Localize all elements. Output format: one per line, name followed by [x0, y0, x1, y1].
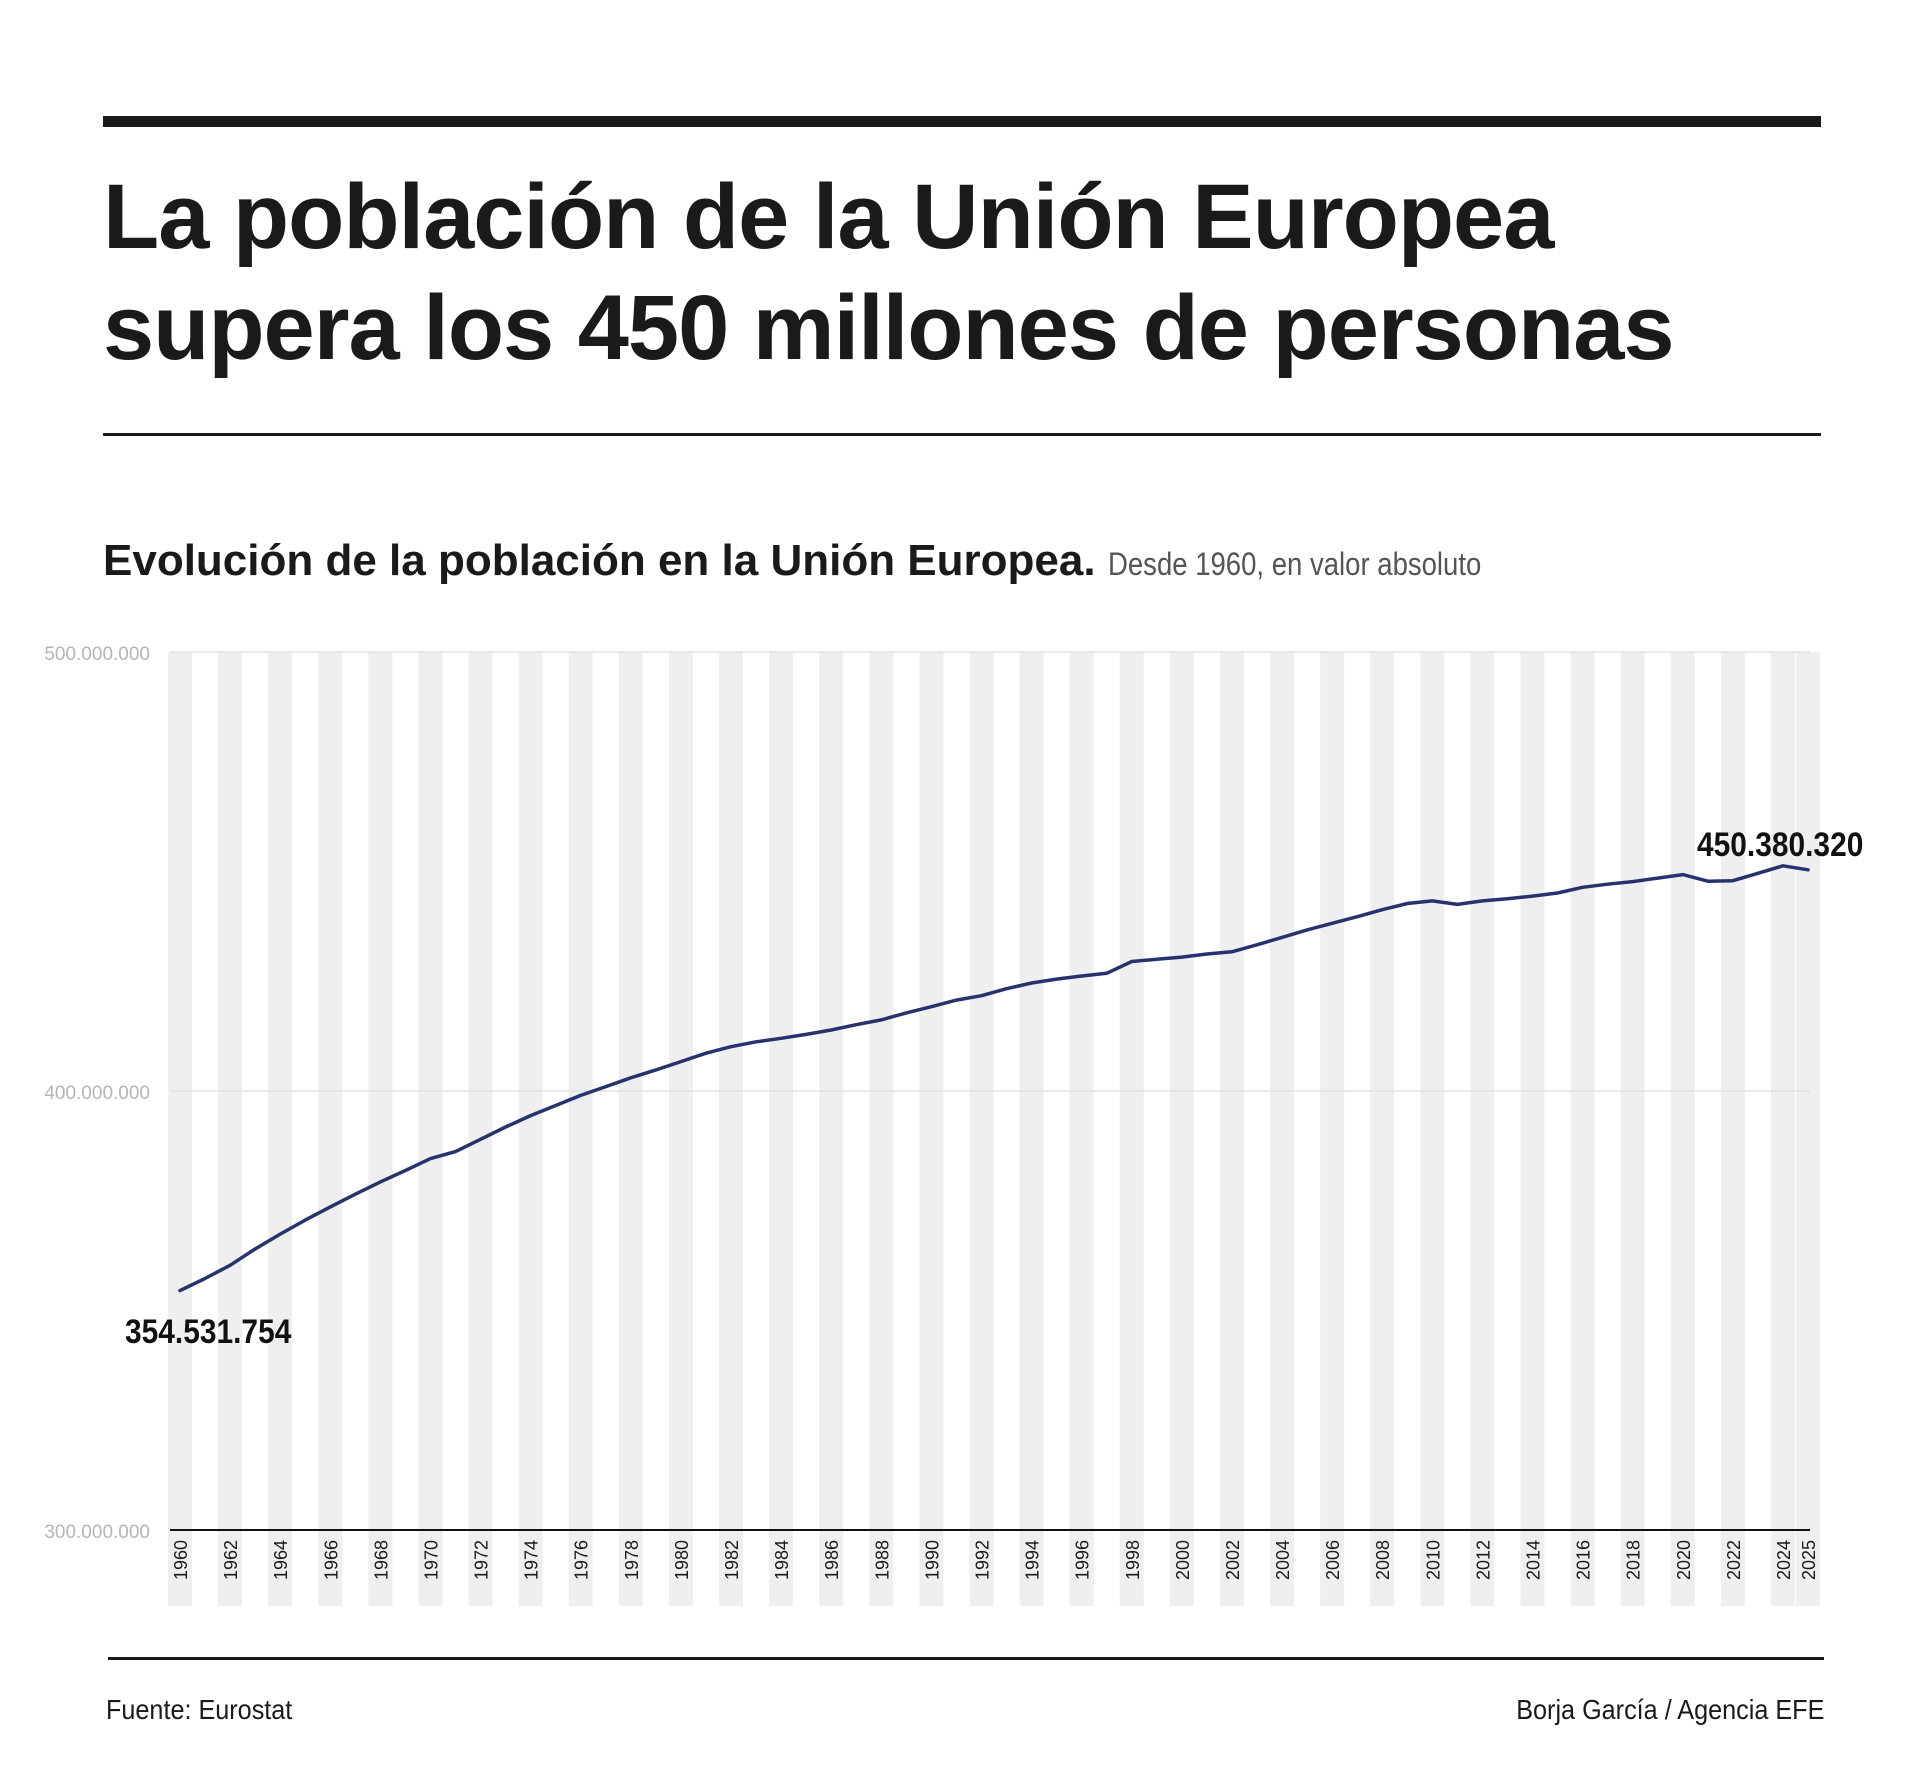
year-stripe	[1270, 652, 1295, 1606]
footer-rule	[108, 1657, 1824, 1660]
y-tick-label: 300.000.000	[44, 1522, 150, 1543]
x-tick-label: 2016	[1574, 1540, 1594, 1580]
x-tick-label: 2020	[1674, 1540, 1694, 1580]
year-stripe	[1520, 652, 1545, 1606]
year-stripe	[418, 652, 443, 1606]
y-axis-labels: 300.000.000 400.000.000 500.000.000	[44, 644, 150, 1543]
x-tick-label: 1964	[271, 1540, 291, 1580]
x-tick-label: 1996	[1073, 1540, 1093, 1580]
year-stripe	[668, 652, 693, 1606]
year-stripe	[1069, 652, 1094, 1606]
year-stripe	[1320, 652, 1345, 1606]
x-tick-label: 1994	[1023, 1540, 1043, 1580]
x-tick-label: 2008	[1373, 1540, 1393, 1580]
year-stripe	[919, 652, 944, 1606]
year-stripe	[819, 652, 844, 1606]
year-stripe	[969, 652, 994, 1606]
x-tick-label: 2014	[1523, 1540, 1543, 1580]
x-tick-label: 1972	[472, 1540, 492, 1580]
year-stripe	[1219, 652, 1244, 1606]
year-stripe	[1670, 652, 1695, 1606]
x-tick-label: 2024	[1774, 1540, 1794, 1580]
y-tick-label: 400.000.000	[44, 1083, 150, 1104]
y-tick-label: 500.000.000	[44, 644, 150, 665]
year-stripe	[1620, 652, 1645, 1606]
year-stripe	[1169, 652, 1194, 1606]
x-tick-label: 2012	[1473, 1540, 1493, 1580]
x-tick-label: 2000	[1173, 1540, 1193, 1580]
x-tick-label: 1974	[522, 1540, 542, 1580]
year-stripe	[268, 652, 293, 1606]
x-tick-label: 1968	[371, 1540, 391, 1580]
x-tick-label: 1980	[672, 1540, 692, 1580]
gridlines	[170, 651, 1810, 1531]
year-stripe	[869, 652, 894, 1606]
year-stripe	[318, 652, 343, 1606]
year-stripe	[1420, 652, 1445, 1606]
year-stripe	[618, 652, 643, 1606]
year-stripe	[769, 652, 794, 1606]
credit-note: Borja García / Agencia EFE	[1515, 1694, 1824, 1725]
year-stripe	[368, 652, 393, 1606]
year-stripe	[1470, 652, 1495, 1606]
data-label-start: 354.531.754	[125, 1312, 292, 1350]
x-tick-label: 1970	[421, 1540, 441, 1580]
x-tick-label: 1960	[171, 1540, 191, 1580]
headline-line-1: La población de la Unión Europea	[103, 166, 1554, 268]
x-tick-label: 1984	[772, 1540, 792, 1580]
x-tick-label: 1998	[1123, 1540, 1143, 1580]
headline-divider	[103, 433, 1821, 436]
headline-line-2: supera los 450 millones de personas	[103, 277, 1675, 379]
year-stripe	[218, 652, 243, 1606]
year-stripes	[168, 652, 1820, 1606]
x-tick-label: 1966	[321, 1540, 341, 1580]
x-tick-label: 2010	[1423, 1540, 1443, 1580]
year-stripe	[468, 652, 493, 1606]
year-stripe	[568, 652, 593, 1606]
x-tick-label: 1978	[622, 1540, 642, 1580]
year-stripe	[1119, 652, 1144, 1606]
x-tick-label: 1962	[221, 1540, 241, 1580]
x-axis-labels: 1960 1962 1964 1966 1968 1970 1972 1974 1976 1978…	[171, 1540, 1819, 1580]
chart-subtitle: Desde 1960, en valor absoluto	[1108, 546, 1482, 582]
x-tick-label: 1982	[722, 1540, 742, 1580]
year-stripe	[168, 652, 192, 1606]
x-tick-label: 2022	[1724, 1540, 1744, 1580]
x-tick-label: 1992	[972, 1540, 992, 1580]
x-tick-label: 2004	[1273, 1540, 1293, 1580]
x-tick-label: 1990	[922, 1540, 942, 1580]
x-tick-label: 2006	[1323, 1540, 1343, 1580]
x-tick-label: 1988	[872, 1540, 892, 1580]
series-line-population	[178, 864, 1810, 1293]
x-tick-label: 1976	[572, 1540, 592, 1580]
headline: La población de la Unión Europea supera …	[103, 162, 1821, 384]
x-tick-label: 2002	[1223, 1540, 1243, 1580]
year-stripe	[1720, 652, 1745, 1606]
chart-title: Evolución de la población en la Unión Eu…	[103, 536, 1096, 585]
year-stripe	[1796, 652, 1820, 1606]
x-tick-label: 1986	[822, 1540, 842, 1580]
year-stripe	[719, 652, 744, 1606]
source-note: Fuente: Eurostat	[106, 1694, 293, 1725]
data-label-end: 450.380.320	[1697, 825, 1863, 863]
year-stripe	[1770, 652, 1795, 1606]
x-tick-label: 2018	[1624, 1540, 1644, 1580]
year-stripe	[1370, 652, 1395, 1606]
year-stripe	[518, 652, 543, 1606]
chart-heading: Evolución de la población en la Unión Eu…	[103, 536, 1542, 586]
year-stripe	[1019, 652, 1044, 1606]
x-tick-label: 2025	[1799, 1540, 1819, 1580]
year-stripe	[1570, 652, 1595, 1606]
top-rule	[103, 116, 1821, 127]
